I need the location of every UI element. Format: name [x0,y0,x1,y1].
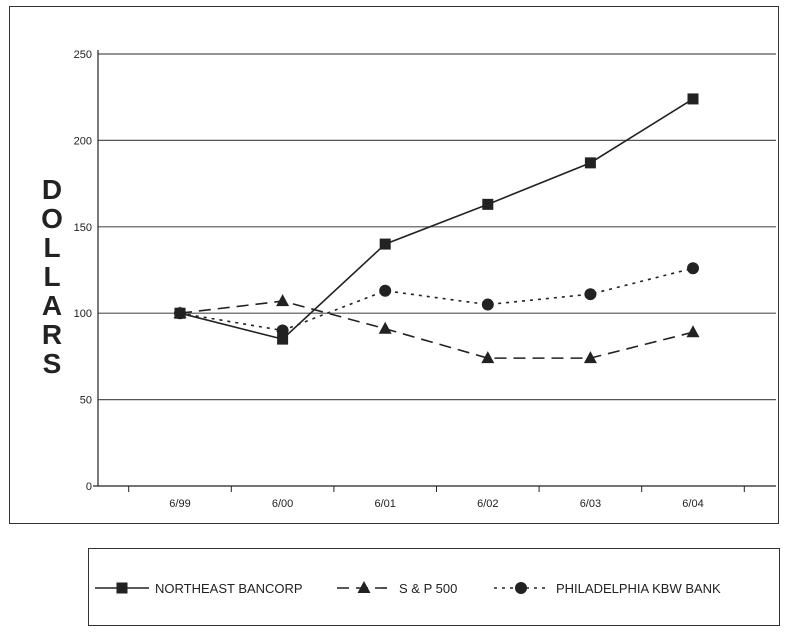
legend-label: NORTHEAST BANCORP [155,581,303,596]
x-tick-label: 6/03 [580,498,601,510]
x-tick-label: 6/99 [169,498,190,510]
series-line [179,300,694,359]
marker-triangle [357,581,371,593]
marker-circle [379,284,392,297]
chart-frame: 0 50 100 150 200 250 6/99 6/00 6/01 6/02 6/03 6/04… [9,6,779,524]
legend-label: S & P 500 [399,581,457,596]
y-tick-label: 250 [74,49,92,61]
marker-circle [481,298,494,311]
y-axis-label-letter: L [43,261,60,292]
marker-square [116,582,128,594]
legend: NORTHEAST BANCORP S & P 500 PHILADELPHIA K… [88,548,780,626]
marker-circle [687,262,699,275]
y-tick-label: 50 [80,395,92,407]
marker-triangle [583,351,597,364]
marker-square [584,157,596,169]
marker-square [482,198,494,210]
marker-circle [584,288,597,301]
axes [93,50,776,492]
legend-label: PHILADELPHIA KBW BANK [556,581,721,596]
marker-circle [276,324,289,337]
y-tick-label: 200 [74,135,92,147]
marker-square [687,93,699,105]
x-tick-label: 6/02 [477,498,498,510]
y-tick-label: 100 [74,308,92,320]
marker-circle [174,307,186,320]
x-tick-labels: 6/99 6/00 6/01 6/02 6/03 6/04 [169,498,703,510]
gridlines [98,53,776,401]
marker-triangle [276,294,290,307]
marker-circle [515,582,527,594]
legend-svg: NORTHEAST BANCORP S & P 500 PHILADELPHIA K… [95,581,721,596]
y-axis-label-letter: R [42,319,62,350]
marker-square [277,333,289,345]
marker-triangle [378,321,392,334]
y-tick-labels: 0 50 100 150 200 250 [74,49,92,493]
marker-triangle [686,325,700,338]
series-line [179,267,694,332]
x-tick-label: 6/04 [682,498,703,510]
y-axis-label-letter: O [41,203,63,234]
marker-square [379,238,391,250]
line-chart: 0 50 100 150 200 250 6/99 6/00 6/01 6/02 6/03 6/04… [41,49,776,510]
y-axis-label-letter: L [43,232,60,263]
x-tick-label: 6/00 [272,498,293,510]
y-tick-label: 0 [86,481,92,493]
y-axis-label-letter: S [43,348,62,379]
y-tick-label: 150 [74,222,92,234]
x-tick-label: 6/01 [374,498,395,510]
series-markers [173,93,700,364]
series-lines [179,98,694,359]
legend-item: PHILADELPHIA KBW BANK [494,581,721,596]
series-line [179,98,694,341]
legend-item: S & P 500 [337,581,457,596]
y-axis-label-letter: D [42,174,62,205]
y-axis-label-letter: A [42,290,62,321]
legend-item: NORTHEAST BANCORP [95,581,303,596]
marker-triangle [481,351,495,364]
